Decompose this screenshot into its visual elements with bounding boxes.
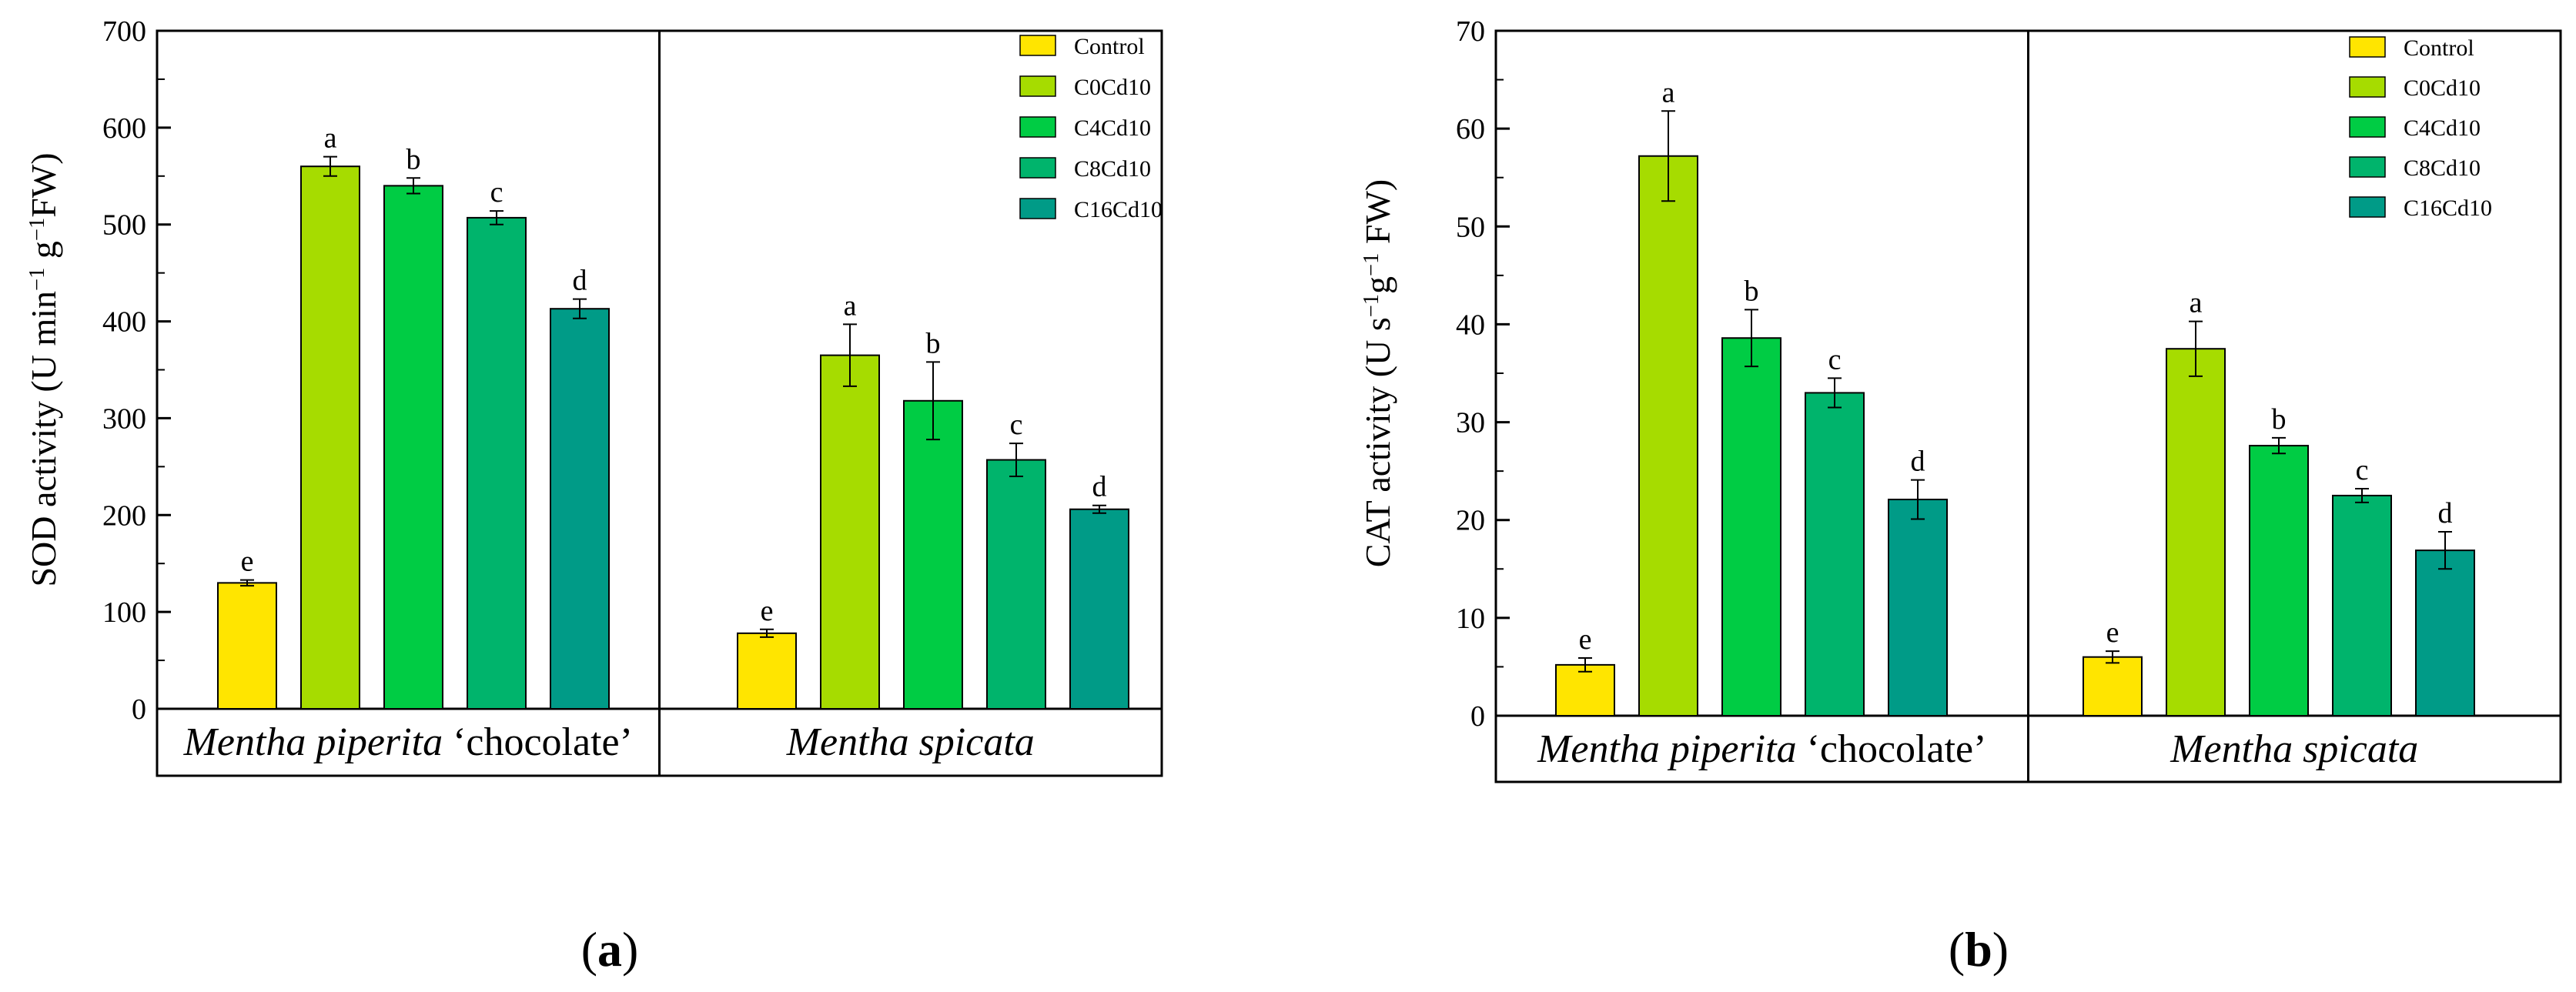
significance-letter: b <box>406 143 421 175</box>
significance-letter: d <box>1092 471 1107 503</box>
bar <box>1805 392 1865 716</box>
legend-swatch <box>1019 198 1056 219</box>
legend-label: C8Cd10 <box>2404 155 2481 181</box>
bar <box>2166 348 2226 716</box>
legend-swatch <box>2349 196 2386 218</box>
panel-label-a: (a) <box>581 922 639 977</box>
significance-letter: b <box>926 327 941 359</box>
bar <box>1721 337 1781 716</box>
y-tick-label: 20 <box>1456 505 1485 537</box>
legend-swatch <box>1019 35 1056 56</box>
y-tick-label: 100 <box>102 596 146 629</box>
significance-letter: c <box>490 176 503 209</box>
significance-letter: d <box>2438 497 2453 529</box>
y-tick-label: 700 <box>102 15 146 48</box>
bar <box>550 308 610 710</box>
y-tick-label: 70 <box>1456 15 1485 48</box>
group-label: Mentha piperita ‘chocolate’ <box>183 720 633 764</box>
bar <box>903 399 963 710</box>
significance-letter: c <box>2356 454 2369 486</box>
legend-swatch <box>1019 157 1056 179</box>
group-label: Mentha spicata <box>2170 727 2418 771</box>
legend-label: Control <box>2404 35 2474 61</box>
legend-label: C0Cd10 <box>2404 75 2481 101</box>
y-tick-label: 0 <box>132 693 146 726</box>
y-tick-label: 10 <box>1456 603 1485 635</box>
group-label: Mentha spicata <box>786 720 1035 764</box>
bar <box>217 582 277 710</box>
significance-letter: b <box>2272 403 2287 436</box>
chart-cat-activity: 0 10 20 30 40 50 60 70 CAT activity (U s−1g−1 FW… <box>1358 15 2562 783</box>
legend-label: C4Cd10 <box>2404 115 2481 141</box>
legend-swatch <box>2349 76 2386 98</box>
y-tick-label: 50 <box>1456 211 1485 243</box>
y-tick-label: 30 <box>1456 407 1485 439</box>
legend-label: C16Cd10 <box>1074 197 1163 222</box>
legend-label: C16Cd10 <box>2404 195 2492 221</box>
significance-letter: e <box>761 595 774 627</box>
group-label: Mentha piperita ‘chocolate’ <box>1537 727 1986 771</box>
legend-label: C0Cd10 <box>1074 75 1151 100</box>
bar <box>383 185 443 710</box>
y-tick-label: 600 <box>102 112 146 145</box>
legend-swatch <box>1019 116 1056 138</box>
significance-letter: a <box>324 122 337 155</box>
significance-letter: e <box>2106 616 2119 649</box>
legend-swatch <box>1019 75 1056 97</box>
bar <box>2083 656 2143 717</box>
legend-label: Control <box>1074 34 1145 59</box>
y-tick-label: 0 <box>1470 700 1485 733</box>
bar <box>467 216 527 710</box>
bar <box>2415 549 2475 717</box>
panel-label-b: (b) <box>1949 922 2009 977</box>
significance-letter: c <box>1828 343 1842 376</box>
legend-swatch <box>2349 36 2386 58</box>
bar <box>300 165 360 710</box>
y-tick-label: 400 <box>102 306 146 339</box>
y-axis-label: CAT activity (U s−1g−1 FW) <box>1358 179 1397 567</box>
significance-letter: c <box>1010 409 1023 441</box>
bar <box>1555 663 1615 717</box>
chart-sod-activity: 0 100 200 300 400 500 600 700 SOD activity (U mi… <box>24 15 1163 777</box>
y-tick-label: 500 <box>102 209 146 242</box>
significance-letter: d <box>1911 446 1925 478</box>
significance-letter: e <box>1579 623 1592 656</box>
y-tick-label: 40 <box>1456 309 1485 341</box>
significance-letter: d <box>573 265 587 297</box>
y-tick-label: 200 <box>102 499 146 532</box>
y-tick-label: 300 <box>102 402 146 435</box>
y-tick-label: 60 <box>1456 113 1485 145</box>
bar <box>820 354 880 710</box>
legend-swatch <box>2349 156 2386 178</box>
bar <box>2332 494 2392 717</box>
bar <box>1069 508 1129 710</box>
y-axis-label: SOD activity (U min−1 g−1FW) <box>24 152 63 586</box>
bar <box>986 459 1046 710</box>
bar <box>737 632 797 710</box>
legend-label: C4Cd10 <box>1074 115 1151 141</box>
significance-letter: a <box>1662 76 1675 109</box>
significance-letter: a <box>2190 287 2203 319</box>
legend-label: C8Cd10 <box>1074 156 1151 182</box>
bar <box>2249 445 2309 716</box>
bar <box>1888 499 1948 716</box>
legend-swatch <box>2349 116 2386 138</box>
significance-letter: e <box>241 546 254 578</box>
significance-letter: b <box>1745 275 1759 307</box>
significance-letter: a <box>844 289 857 322</box>
bar <box>1638 155 1698 716</box>
